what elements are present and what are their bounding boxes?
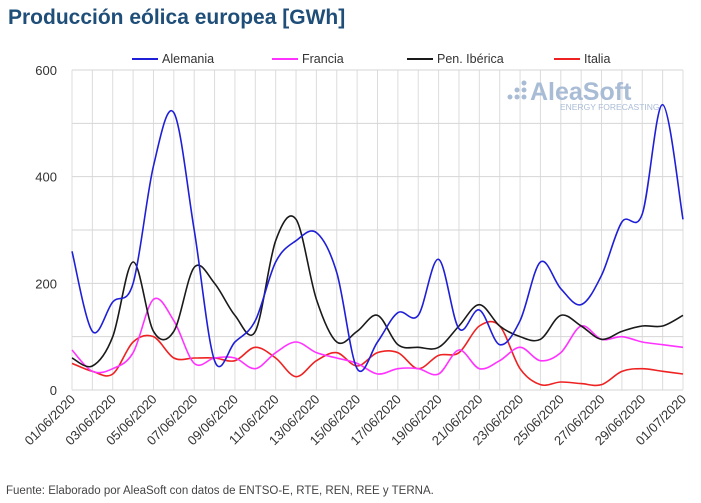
legend-label: Alemania: [162, 52, 214, 66]
legend-label: Pen. Ibérica: [437, 52, 504, 66]
svg-text:AleaSoft: AleaSoft: [530, 78, 632, 106]
y-tick-label: 0: [50, 383, 57, 398]
aleasoft-watermark: AleaSoft ENERGY FORECASTING: [507, 78, 660, 112]
series-lines: [71, 103, 684, 387]
y-tick-label: 600: [35, 63, 57, 78]
x-axis-ticks: 01/06/202003/06/202005/06/202007/06/2020…: [21, 392, 689, 449]
chart-title: Producción eólica europea [GWh]: [8, 6, 346, 29]
series-line-pen-ib-rica: [71, 215, 684, 368]
svg-text:ENERGY FORECASTING: ENERGY FORECASTING: [560, 102, 660, 112]
legend-label: Italia: [584, 52, 610, 66]
y-tick-label: 400: [35, 170, 57, 185]
series-line-italia: [71, 320, 684, 387]
y-tick-label: 200: [35, 276, 57, 291]
legend-label: Francia: [302, 52, 344, 66]
series-line-alemania: [71, 103, 684, 373]
source-note: Fuente: Elaborado por AleaSoft con datos…: [6, 485, 434, 497]
legend: Alemania Francia Pen. Ibérica Italia: [132, 52, 610, 66]
y-axis-ticks: 0 200 400 600: [35, 63, 57, 398]
